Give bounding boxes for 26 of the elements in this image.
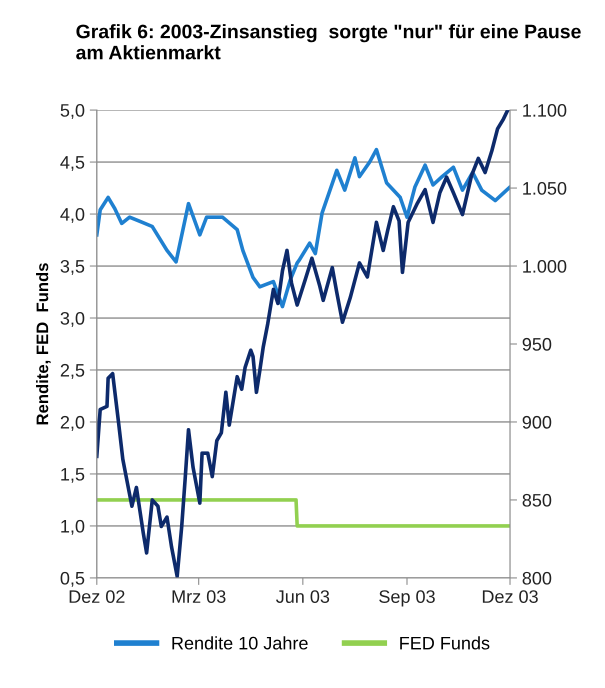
y-tick-label: 5,0	[60, 104, 84, 119]
y-tick-label: 2,0	[60, 416, 84, 431]
x-tick-label: Jun 03	[276, 590, 330, 603]
chart-title: Grafik 6: 2003-Zinsanstieg sorgte "nur" für eine Pause am Aktienmarkt	[76, 24, 581, 60]
y2-tick-label: 850	[522, 494, 552, 507]
y-tick-label: 3,0	[60, 312, 84, 327]
y-tick-label: 4,5	[60, 156, 84, 171]
y-tick-label: 4,0	[60, 208, 84, 223]
y-tick-label: 0,5	[60, 572, 84, 587]
x-tick-label: Sep 03	[379, 590, 435, 607]
y2-tick-label: 800	[522, 572, 552, 585]
legend-label: Rendite 10 Jahre	[172, 636, 308, 650]
x-tick-label: Dez 03	[482, 590, 538, 603]
y-tick-label: 1,5	[61, 468, 84, 483]
y2-tick-label: 1.100	[523, 104, 566, 117]
y-tick-label: 1,0	[61, 520, 84, 535]
x-tick-label: Dez 02	[70, 590, 124, 603]
y-tick-label: 3,5	[60, 260, 84, 275]
y-axis-title: Rendite, FED Funds	[36, 263, 51, 424]
y2-tick-label: 900	[522, 416, 552, 429]
y2-tick-label: 1.050	[523, 182, 566, 195]
y2-tick-label: 1.000	[523, 260, 566, 273]
y-tick-label: 2,5	[60, 364, 84, 379]
y2-tick-label: 950	[522, 338, 552, 351]
x-tick-label: Mrz 03	[172, 590, 226, 603]
legend-label: FED Funds	[400, 636, 490, 650]
